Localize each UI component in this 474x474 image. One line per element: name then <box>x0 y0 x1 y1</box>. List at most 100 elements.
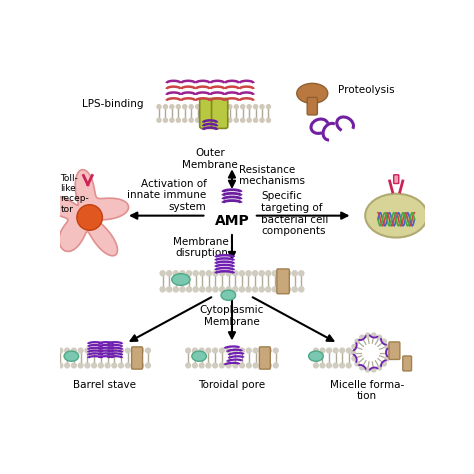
Circle shape <box>176 118 180 122</box>
Circle shape <box>92 348 97 353</box>
Circle shape <box>202 105 206 109</box>
Polygon shape <box>41 170 128 256</box>
Text: LPS-binding: LPS-binding <box>82 100 144 109</box>
Circle shape <box>382 362 386 366</box>
Circle shape <box>186 271 191 276</box>
Circle shape <box>372 333 376 337</box>
Circle shape <box>246 271 251 276</box>
Circle shape <box>200 287 205 292</box>
Circle shape <box>72 363 76 368</box>
Ellipse shape <box>365 194 427 237</box>
Circle shape <box>77 205 102 230</box>
Circle shape <box>193 271 198 276</box>
Circle shape <box>260 105 264 109</box>
Circle shape <box>167 287 172 292</box>
Circle shape <box>213 348 218 353</box>
Circle shape <box>352 344 356 349</box>
Circle shape <box>372 367 376 372</box>
Circle shape <box>213 363 218 368</box>
Circle shape <box>209 105 212 109</box>
Circle shape <box>247 105 251 109</box>
Circle shape <box>386 350 391 355</box>
Circle shape <box>206 363 211 368</box>
Circle shape <box>167 271 172 276</box>
FancyBboxPatch shape <box>394 175 399 183</box>
Circle shape <box>377 365 382 370</box>
Circle shape <box>164 118 167 122</box>
Circle shape <box>176 105 180 109</box>
Circle shape <box>85 348 90 353</box>
Circle shape <box>146 363 150 368</box>
Circle shape <box>313 363 319 368</box>
Circle shape <box>279 271 284 276</box>
Circle shape <box>157 105 161 109</box>
Circle shape <box>273 271 277 276</box>
Circle shape <box>241 105 245 109</box>
Circle shape <box>260 348 264 353</box>
Circle shape <box>146 348 150 353</box>
Circle shape <box>313 348 319 353</box>
FancyBboxPatch shape <box>277 269 289 294</box>
Circle shape <box>253 363 258 368</box>
Circle shape <box>259 287 264 292</box>
Circle shape <box>189 118 193 122</box>
Circle shape <box>266 271 271 276</box>
Text: AMP: AMP <box>215 214 249 228</box>
Ellipse shape <box>192 351 207 361</box>
Text: Specific
targeting of
bacterial cell
components: Specific targeting of bacterial cell com… <box>261 191 328 236</box>
Circle shape <box>58 348 63 353</box>
Circle shape <box>164 105 167 109</box>
Circle shape <box>206 348 211 353</box>
FancyBboxPatch shape <box>307 97 318 115</box>
Circle shape <box>355 339 359 344</box>
Text: Toll-
like
recep-
tor: Toll- like recep- tor <box>61 173 89 214</box>
Circle shape <box>260 363 264 368</box>
Circle shape <box>299 287 304 292</box>
Ellipse shape <box>309 351 323 361</box>
Text: Membrane
disruption: Membrane disruption <box>173 237 228 258</box>
Circle shape <box>239 271 245 276</box>
Circle shape <box>260 118 264 122</box>
Circle shape <box>239 287 245 292</box>
Circle shape <box>219 287 225 292</box>
Circle shape <box>320 348 325 353</box>
Circle shape <box>253 348 258 353</box>
Circle shape <box>170 118 174 122</box>
Circle shape <box>352 356 356 361</box>
Circle shape <box>118 363 123 368</box>
Circle shape <box>385 344 389 349</box>
Circle shape <box>72 348 76 353</box>
Circle shape <box>226 348 231 353</box>
Circle shape <box>219 271 225 276</box>
Circle shape <box>246 348 251 353</box>
Circle shape <box>285 271 291 276</box>
Circle shape <box>196 118 200 122</box>
Circle shape <box>279 287 284 292</box>
Circle shape <box>267 348 272 353</box>
Circle shape <box>160 271 165 276</box>
Circle shape <box>340 348 345 353</box>
Circle shape <box>327 348 331 353</box>
Circle shape <box>215 118 219 122</box>
Text: Resistance
mechanisms: Resistance mechanisms <box>239 164 305 186</box>
Circle shape <box>254 105 257 109</box>
Circle shape <box>226 363 231 368</box>
Circle shape <box>112 348 117 353</box>
Circle shape <box>254 118 257 122</box>
Circle shape <box>219 363 224 368</box>
Circle shape <box>327 363 331 368</box>
Circle shape <box>213 287 218 292</box>
Circle shape <box>266 287 271 292</box>
Circle shape <box>92 363 97 368</box>
Circle shape <box>139 348 144 353</box>
Circle shape <box>240 363 245 368</box>
Text: Outer
Membrane: Outer Membrane <box>182 148 238 170</box>
Circle shape <box>157 118 161 122</box>
Ellipse shape <box>221 290 236 301</box>
Circle shape <box>186 287 191 292</box>
Circle shape <box>189 105 193 109</box>
Circle shape <box>234 118 238 122</box>
FancyBboxPatch shape <box>259 347 270 369</box>
Circle shape <box>173 287 178 292</box>
Text: Barrel stave: Barrel stave <box>73 380 136 390</box>
